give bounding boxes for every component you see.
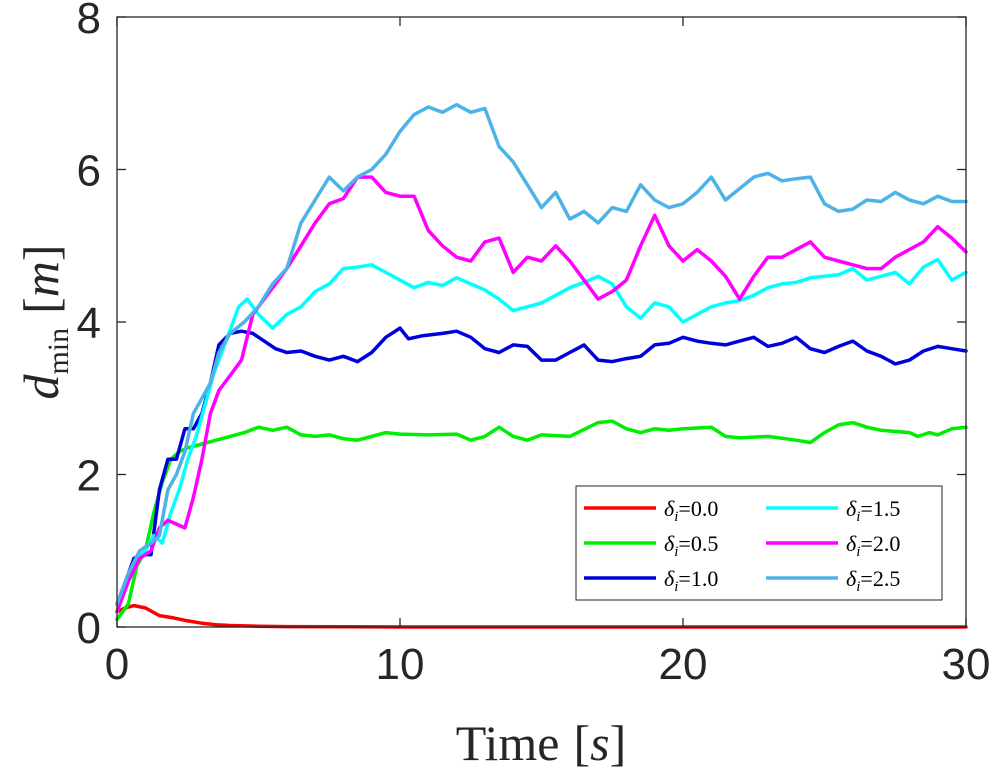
legend: δi=0.0 δi=0.5 δi=1.0 δi=1.5 δi=2.0 δi=2.5 bbox=[575, 485, 943, 601]
x-tick-label: 30 bbox=[942, 640, 991, 689]
x-tick-label: 20 bbox=[659, 640, 708, 689]
y-tick-label: 6 bbox=[77, 147, 101, 196]
x-axis-title: Time [s] bbox=[456, 715, 627, 771]
legend-label-2: δi=1.0 bbox=[664, 566, 718, 595]
series-layer bbox=[115, 102, 968, 629]
y-tick-label: 0 bbox=[77, 604, 101, 653]
x-tick-label: 0 bbox=[105, 640, 129, 689]
series-line-5 bbox=[115, 102, 968, 606]
series-line-4 bbox=[115, 175, 968, 614]
y-axis-title: dmin[m] bbox=[13, 244, 75, 399]
legend-label-0: δi=0.0 bbox=[664, 496, 718, 525]
y-tick-label: 4 bbox=[77, 299, 101, 348]
legend-label-5: δi=2.5 bbox=[846, 566, 900, 595]
ticks-layer: 0 10 20 30 0 2 4 6 8 bbox=[77, 0, 991, 689]
y-tick-label: 2 bbox=[77, 452, 101, 501]
legend-label-4: δi=2.0 bbox=[846, 531, 900, 560]
y-tick-label: 8 bbox=[77, 0, 101, 43]
legend-label-3: δi=1.5 bbox=[846, 496, 900, 525]
legend-label-1: δi=0.5 bbox=[664, 531, 718, 560]
x-tick-label: 10 bbox=[376, 640, 425, 689]
